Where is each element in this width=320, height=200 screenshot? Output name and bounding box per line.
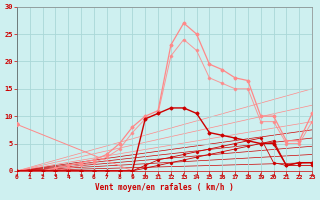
X-axis label: Vent moyen/en rafales ( km/h ): Vent moyen/en rafales ( km/h ) xyxy=(95,183,234,192)
